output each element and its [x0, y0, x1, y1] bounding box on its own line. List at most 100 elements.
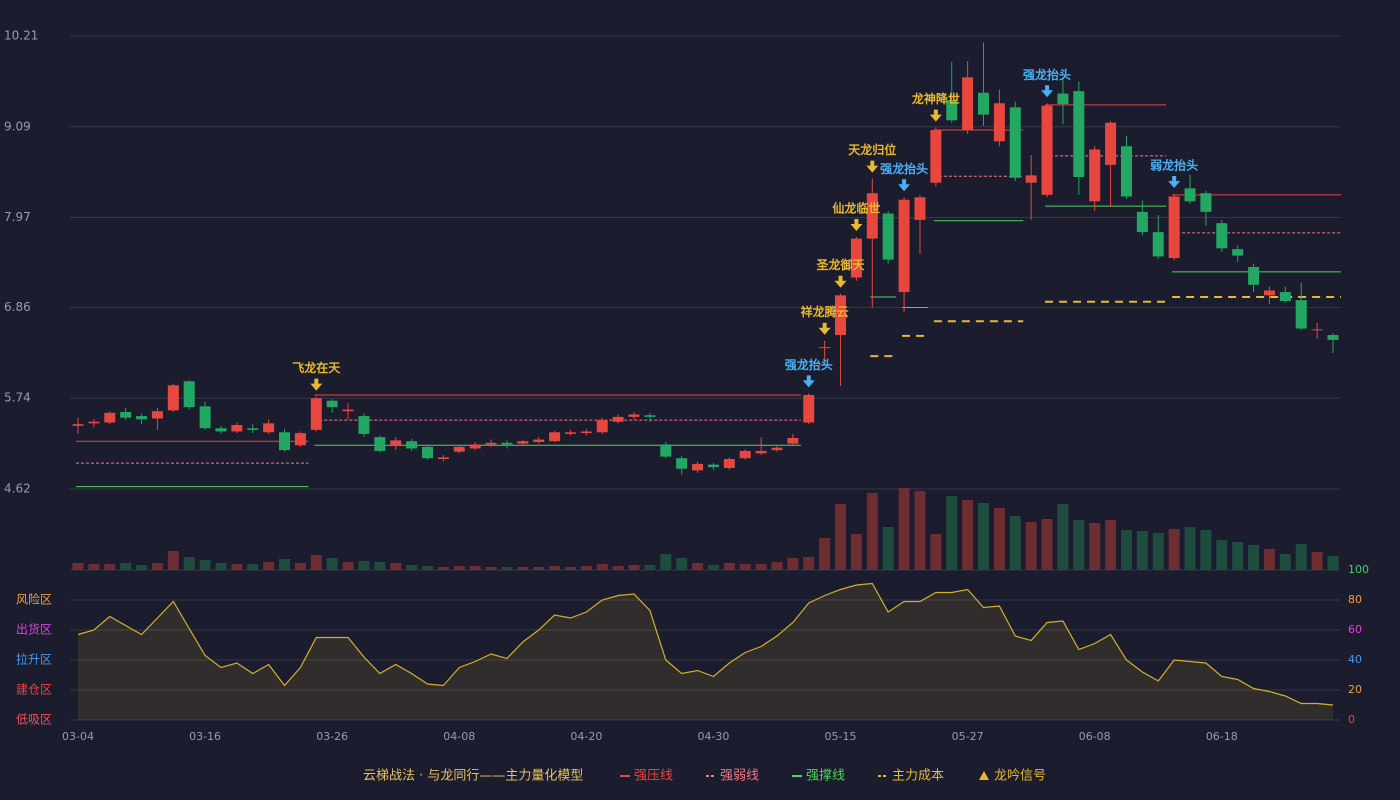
volume-bar — [533, 567, 545, 570]
volume-bar — [167, 551, 179, 570]
volume-bar — [1120, 530, 1132, 570]
candle-body — [692, 463, 704, 471]
candle-body — [835, 295, 847, 336]
candle-body — [342, 409, 354, 412]
legend-label: 强压线 — [634, 769, 673, 784]
volume-bar — [993, 508, 1005, 570]
indicator-line — [77, 582, 1334, 706]
candle-body — [596, 420, 608, 433]
candle-body — [1200, 193, 1212, 212]
volume-bar — [501, 567, 513, 570]
candle-body — [1216, 223, 1228, 249]
candle-body — [819, 347, 831, 349]
signal-label: 圣龙御天 — [816, 257, 866, 272]
volume-bar — [342, 562, 354, 570]
candle-body — [1105, 122, 1117, 165]
volume-bar — [1136, 531, 1148, 570]
volume-bar — [231, 564, 243, 570]
candle-body — [167, 385, 179, 411]
volume-bar — [850, 534, 862, 570]
candle-body — [962, 77, 974, 131]
indicator-area — [78, 583, 1333, 720]
candle-body — [707, 464, 719, 468]
volume-bar — [612, 566, 624, 570]
y-tick-label: 100 — [1348, 563, 1369, 576]
volume-bar — [930, 534, 942, 570]
candle-body — [231, 424, 243, 432]
volume-bar — [88, 564, 100, 570]
signal-arrow — [898, 179, 911, 192]
volume-bar — [1105, 520, 1117, 570]
candle-body — [437, 457, 449, 460]
signal-arrow — [850, 218, 863, 231]
volume-bar — [580, 566, 592, 570]
candle-body — [628, 414, 640, 417]
volume-bar — [1041, 519, 1053, 570]
volume-bar — [453, 566, 465, 570]
signal-label: 弱龙抬头 — [1150, 158, 1198, 173]
volume-bar — [946, 496, 958, 570]
legend-label: 龙吟信号 — [994, 768, 1046, 784]
signal-arrow — [929, 109, 942, 122]
volume-bar — [279, 559, 291, 570]
signal-label: 龙神降世 — [912, 91, 960, 106]
candle-body — [390, 440, 402, 447]
volume-bar — [390, 563, 402, 570]
volume-bar — [819, 538, 831, 570]
zone-label: 建仓区 — [16, 683, 52, 697]
signal-arrow — [818, 322, 831, 335]
volume-bar — [358, 561, 370, 570]
candle-body — [294, 433, 306, 446]
volume-bar — [406, 565, 418, 570]
candle-body — [485, 442, 497, 445]
volume-bar — [263, 562, 275, 570]
volume-bar — [1295, 544, 1307, 570]
candle-body — [469, 444, 481, 449]
candle-body — [803, 394, 815, 423]
candle-body — [612, 416, 624, 422]
candle-body — [739, 450, 751, 459]
volume-bar — [247, 564, 259, 570]
signal-label: 飞龙在天 — [292, 360, 341, 375]
candle-body — [151, 411, 163, 419]
candle-body — [279, 432, 291, 451]
x-tick-label: 04-30 — [697, 730, 729, 743]
candle-body — [406, 441, 418, 449]
y-tick-label: 5.74 — [4, 391, 31, 405]
candle-body — [723, 459, 735, 468]
candle-body — [930, 130, 942, 183]
legend-title: 云梯战法 · 与龙同行——主力量化模型 — [363, 769, 583, 784]
candle-body — [946, 100, 958, 121]
signal-arrow — [310, 378, 323, 391]
x-tick-label: 05-27 — [952, 730, 984, 743]
volume-bar — [676, 558, 688, 570]
volume-bar — [374, 562, 386, 570]
x-tick-label: 06-08 — [1079, 730, 1111, 743]
volume-bar — [1311, 552, 1323, 570]
volume-bar — [628, 565, 640, 570]
volume-bar — [787, 558, 799, 570]
candle-body — [580, 431, 592, 434]
volume-bar — [1152, 533, 1164, 570]
candle-body — [787, 437, 799, 444]
candle-body — [358, 416, 370, 434]
candle-body — [247, 428, 259, 430]
volume-bar — [469, 566, 481, 570]
volume-bar — [1216, 540, 1228, 570]
signal-label: 强龙抬头 — [1023, 67, 1071, 82]
volume-bar — [978, 503, 990, 570]
volume-bar — [1327, 556, 1339, 570]
signal-arrow — [1168, 176, 1181, 189]
volume-bar — [485, 567, 497, 570]
volume-bar — [120, 563, 132, 570]
candle-body — [1168, 196, 1180, 259]
volume-bar — [1073, 520, 1085, 570]
candle-body — [517, 441, 529, 444]
signal-label: 祥龙腾云 — [801, 304, 849, 319]
candle-body — [215, 428, 227, 432]
candle-body — [978, 92, 990, 115]
candle-body — [501, 442, 513, 445]
y-tick-label: 6.86 — [4, 300, 31, 314]
candle-body — [1057, 93, 1069, 105]
volume-bar — [755, 564, 767, 570]
